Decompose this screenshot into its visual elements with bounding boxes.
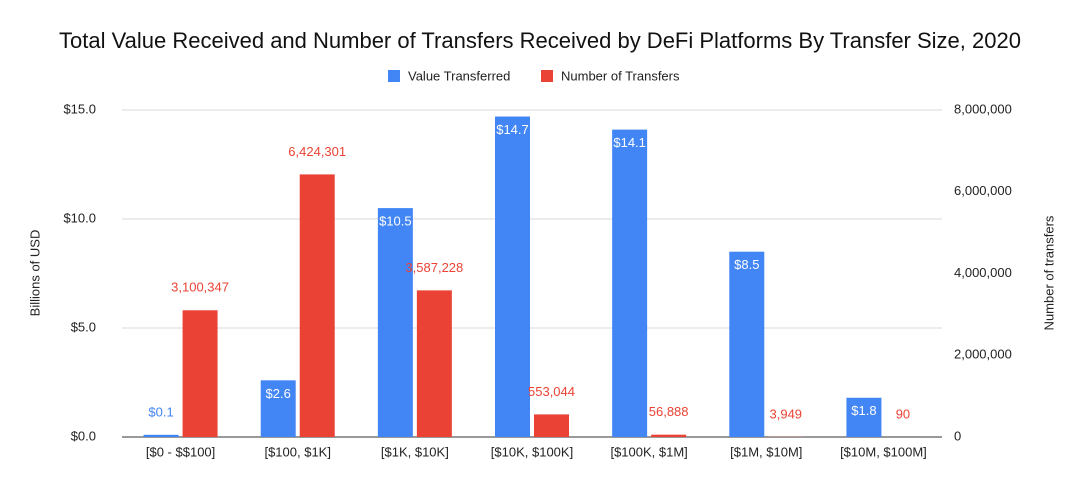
legend-swatch	[541, 70, 553, 82]
bar	[416, 290, 452, 437]
bar	[260, 380, 296, 437]
y-tick-label: $10.0	[63, 210, 96, 225]
x-tick-label: [$10K, $100K]	[491, 444, 573, 459]
x-tick-label: [$100K, $1M]	[610, 444, 687, 459]
data-label: $0.1	[148, 404, 173, 419]
data-label: 90	[896, 406, 910, 421]
data-label: $8.5	[734, 257, 759, 272]
data-label: $10.5	[379, 214, 412, 229]
bar	[299, 174, 335, 438]
y2-axis-title: Number of transfers	[1041, 215, 1056, 330]
bar	[143, 434, 179, 437]
legend-label: Number of Transfers	[561, 68, 680, 83]
x-tick-label: [$0 - $$100]	[146, 444, 215, 459]
y2-tick-label: 6,000,000	[954, 183, 1012, 198]
bar	[377, 208, 413, 437]
data-label: 553,044	[528, 384, 575, 399]
bar	[651, 434, 687, 437]
data-label: 56,888	[649, 404, 689, 419]
y-tick-label: $15.0	[63, 101, 96, 116]
bar	[534, 414, 569, 437]
data-label: 3,949	[770, 406, 803, 421]
data-label: $1.8	[851, 403, 876, 418]
y2-tick-label: 0	[954, 428, 961, 443]
data-label: 3,587,228	[405, 260, 463, 275]
chart-title: Total Value Received and Number of Trans…	[59, 28, 1021, 53]
x-tick-label: [$1M, $10M]	[730, 444, 802, 459]
y2-tick-label: 8,000,000	[954, 101, 1012, 116]
bar	[846, 397, 882, 437]
bar	[182, 310, 218, 437]
data-label: $14.7	[496, 122, 529, 137]
data-label: 3,100,347	[171, 280, 229, 295]
data-label: $14.1	[613, 135, 646, 150]
y-tick-label: $5.0	[71, 319, 96, 334]
y-tick-label: $0.0	[71, 428, 96, 443]
x-tick-label: [$1K, $10K]	[381, 444, 449, 459]
legend-label: Value Transferred	[408, 68, 510, 83]
bar	[612, 129, 648, 437]
bar	[495, 116, 530, 437]
data-label: $2.6	[266, 386, 291, 401]
y2-tick-label: 2,000,000	[954, 347, 1012, 362]
y2-tick-label: 4,000,000	[954, 265, 1012, 280]
data-label: 6,424,301	[288, 144, 346, 159]
x-tick-label: [$100, $1K]	[264, 444, 331, 459]
x-tick-label: [$10M, $100M]	[840, 444, 927, 459]
bar	[729, 251, 765, 437]
y-axis-title: Billions of USD	[27, 230, 42, 317]
legend-swatch	[388, 70, 400, 82]
